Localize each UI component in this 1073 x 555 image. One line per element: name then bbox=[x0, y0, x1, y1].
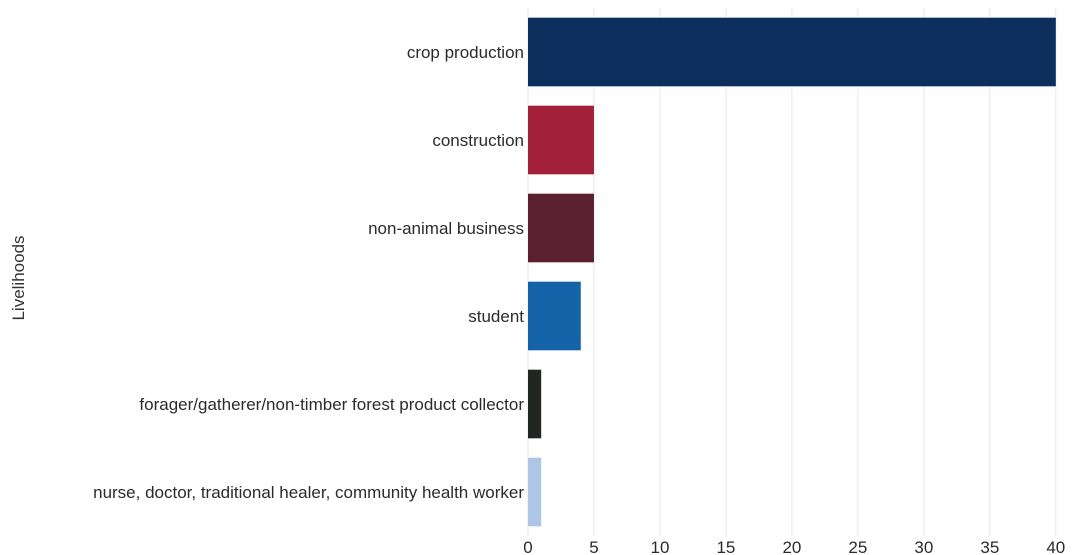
x-tick-label: 0 bbox=[523, 538, 532, 555]
category-label: crop production bbox=[407, 43, 524, 62]
x-tick-label: 30 bbox=[914, 538, 933, 555]
category-label: forager/gatherer/non-timber forest produ… bbox=[139, 395, 524, 414]
x-tick-label: 40 bbox=[1046, 538, 1065, 555]
bar bbox=[528, 369, 542, 439]
x-tick-label: 20 bbox=[782, 538, 801, 555]
category-label: nurse, doctor, traditional healer, commu… bbox=[93, 483, 524, 502]
x-tick-label: 35 bbox=[980, 538, 999, 555]
category-label-layer: crop production construction non-animal bu… bbox=[93, 43, 524, 502]
x-tick-layer: 0 5 10 15 20 25 30 35 40 bbox=[523, 538, 1065, 555]
category-label: non-animal business bbox=[368, 219, 524, 238]
bar bbox=[528, 17, 1056, 87]
x-tick-label: 5 bbox=[589, 538, 598, 555]
bar bbox=[528, 105, 594, 175]
bar-layer bbox=[528, 17, 1056, 527]
x-tick-label: 10 bbox=[650, 538, 669, 555]
y-axis-title: Livelihoods bbox=[9, 235, 28, 320]
x-tick-label: 25 bbox=[848, 538, 867, 555]
x-tick-label: 15 bbox=[716, 538, 735, 555]
bar bbox=[528, 457, 542, 527]
category-label: construction bbox=[432, 131, 524, 150]
bar bbox=[528, 193, 594, 263]
bar bbox=[528, 281, 581, 351]
category-label: student bbox=[468, 307, 524, 326]
grid-layer bbox=[527, 8, 1057, 536]
